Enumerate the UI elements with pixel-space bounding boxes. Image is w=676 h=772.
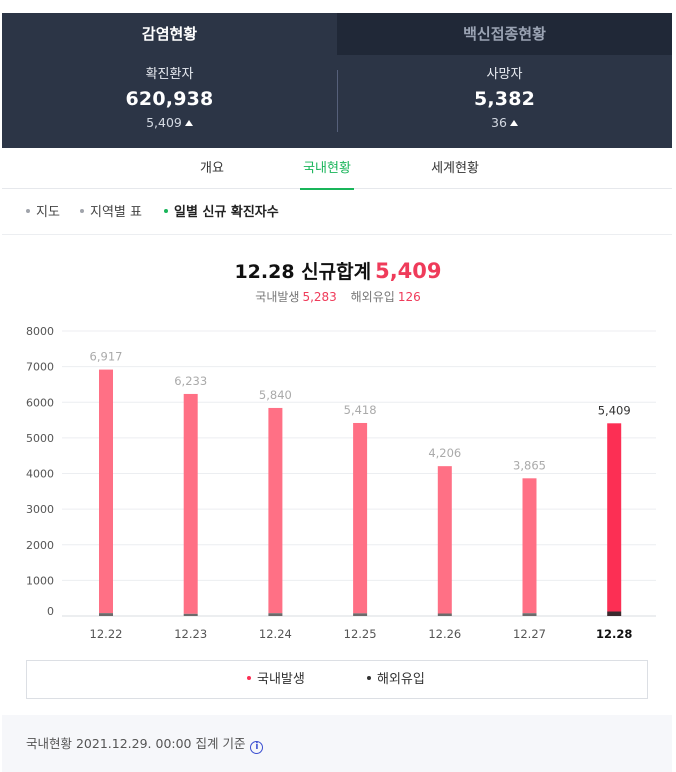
y-tick-label: 0 (47, 605, 54, 618)
filter-regional-table[interactable]: 지역별 표 (80, 190, 142, 235)
info-icon[interactable]: i (250, 741, 264, 754)
bar-imported[interactable] (268, 613, 283, 616)
bar-imported[interactable] (183, 613, 198, 616)
daily-cases-bar-chart: 0 1000 2000 3000 4000 5000 6000 7000 8000 6,917 12… (26, 325, 656, 641)
footer-note: 국내현황 2021.12.29. 00:00 집계 기준 i (26, 733, 264, 754)
y-tick-label: 3000 (26, 503, 54, 516)
bullet-icon (80, 209, 84, 213)
bar-imported[interactable] (437, 613, 452, 616)
bar-imported[interactable] (99, 613, 113, 616)
deaths-value: 5,382 (473, 88, 536, 110)
confirmed-value: 620,938 (125, 88, 214, 110)
up-arrow-icon (184, 120, 193, 126)
filter-daily-new-cases-label: 일별 신규 확진자수 (174, 205, 279, 220)
footer-text: 국내현황 2021.12.29. 00:00 집계 기준 (26, 736, 246, 751)
x-tick-label: 12.24 (259, 627, 292, 641)
bar-value-label: 5,418 (344, 403, 377, 417)
sub-navigation: 개요 국내현황 세계현황 (2, 148, 672, 190)
bar-domestic[interactable] (353, 422, 368, 614)
y-tick-label: 8000 (26, 325, 54, 338)
confirmed-change: 5,409 (2, 113, 337, 133)
bullet-icon (164, 209, 168, 213)
y-tick-label: 4000 (26, 468, 54, 481)
bar-domestic[interactable] (268, 407, 283, 614)
bar-value-label: 6,917 (90, 350, 123, 364)
x-tick-label: 12.23 (174, 627, 207, 641)
bar-value-label: 4,206 (428, 446, 461, 460)
x-tick-label: 12.27 (513, 627, 546, 641)
deaths-change-value: 36 (491, 115, 507, 130)
headline-date-label: 12.28 신규합계 (234, 261, 372, 283)
domestic-value: 5,283 (302, 290, 337, 304)
confirmed-stat: 확진환자 620,938 5,409 (2, 65, 337, 133)
bar-value-label: 3,865 (513, 458, 546, 472)
legend-swatch-imported (367, 676, 371, 680)
legend-label-domestic: 국내발생 (257, 672, 305, 687)
stat-divider (337, 70, 338, 132)
x-tick-label: 12.25 (344, 627, 377, 641)
y-tick-label: 6000 (26, 396, 54, 409)
bar-domestic[interactable] (183, 393, 198, 614)
domestic-label: 국내발생 (255, 290, 300, 304)
confirmed-change-value: 5,409 (146, 115, 182, 130)
x-tick-label: 12.28 (596, 627, 632, 641)
legend-swatch-domestic (247, 676, 251, 680)
y-tick-label: 2000 (26, 539, 54, 552)
headline-total: 5,409 (375, 259, 442, 283)
bar-value-label: 5,409 (598, 403, 631, 417)
up-arrow-icon (509, 120, 518, 126)
legend-label-imported: 해외유입 (377, 672, 425, 687)
confirmed-label: 확진환자 (145, 67, 194, 82)
bar-domestic[interactable] (607, 423, 622, 612)
bar-imported[interactable] (607, 611, 622, 616)
y-tick-label: 1000 (26, 574, 54, 587)
tab-overview[interactable]: 개요 (200, 161, 224, 176)
daily-total-headline: 12.28 신규합계 5,409 (0, 257, 676, 284)
deaths-change: 36 (337, 113, 672, 133)
tab-domestic[interactable]: 국내현황 (300, 148, 354, 190)
import-value: 126 (397, 290, 421, 304)
filter-row: 지도 지역별 표 일별 신규 확진자수 (2, 190, 672, 235)
x-tick-label: 12.26 (428, 627, 461, 641)
bar-domestic[interactable] (99, 369, 113, 614)
x-tick-label: 12.22 (90, 627, 123, 641)
deaths-stat: 사망자 5,382 36 (337, 65, 672, 133)
bar-imported[interactable] (522, 613, 537, 616)
filter-map-label: 지도 (36, 205, 60, 220)
import-label: 해외유입 (350, 290, 395, 304)
tab-infection-status[interactable]: 감염현황 (2, 13, 337, 55)
filter-map[interactable]: 지도 (26, 190, 60, 235)
tab-world[interactable]: 세계현황 (431, 161, 479, 176)
bar-value-label: 6,233 (174, 374, 207, 388)
bar-imported[interactable] (353, 613, 368, 616)
footer: 국내현황 2021.12.29. 00:00 집계 기준 i (2, 715, 672, 772)
bar-domestic[interactable] (437, 466, 452, 614)
bar-domestic[interactable] (522, 478, 537, 614)
filter-daily-new-cases[interactable]: 일별 신규 확진자수 (164, 190, 279, 235)
filter-regional-table-label: 지역별 표 (90, 205, 142, 220)
deaths-label: 사망자 (486, 67, 523, 82)
summary-panel: 감염현황 백신접종현황 확진환자 620,938 5,409 사망자 5,382… (2, 13, 672, 148)
tab-vaccination-status[interactable]: 백신접종현황 (337, 13, 672, 55)
bullet-icon (26, 209, 30, 213)
breakdown-line: 국내발생 5,283 해외유입 126 (0, 288, 676, 305)
y-tick-label: 5000 (26, 432, 54, 445)
y-tick-label: 7000 (26, 361, 54, 374)
top-tabs: 감염현황 백신접종현황 (2, 13, 672, 55)
legend-item-imported[interactable]: 해외유입 (367, 661, 425, 698)
chart-legend: 국내발생 해외유입 (26, 660, 648, 699)
legend-item-domestic[interactable]: 국내발생 (247, 661, 305, 698)
bar-value-label: 5,840 (259, 388, 292, 402)
